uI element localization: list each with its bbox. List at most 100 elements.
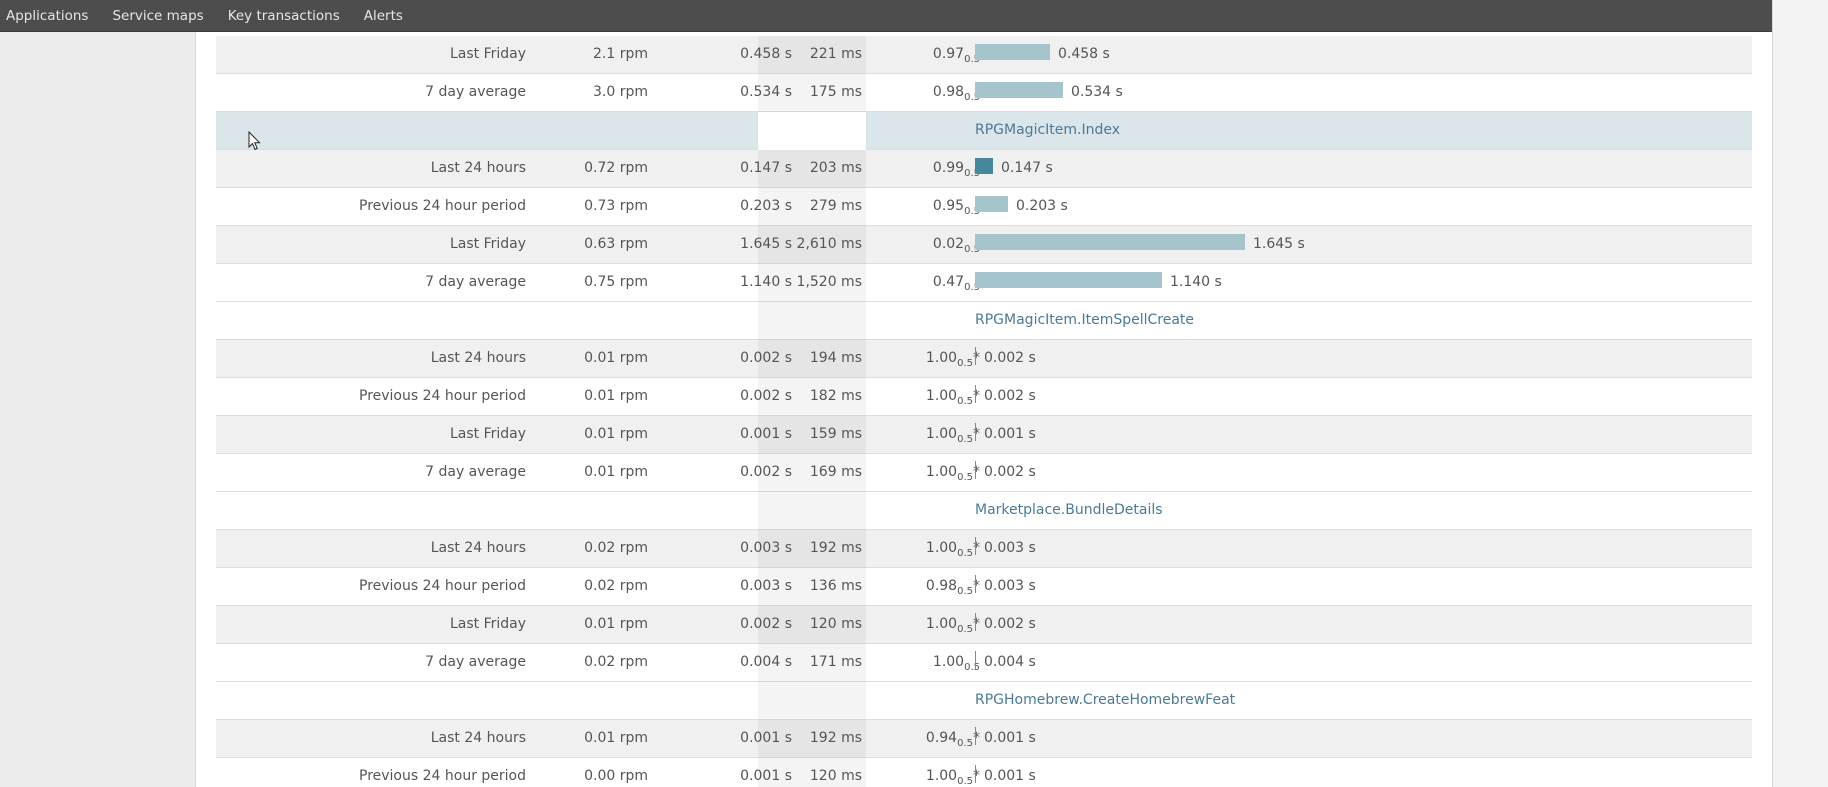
apdex-threshold: 0.5 xyxy=(957,358,973,369)
column-highlight xyxy=(758,264,866,302)
response-time-bar xyxy=(975,727,976,745)
ms-value: 136 ms xyxy=(809,578,862,594)
apdex-score: 0.990.5 xyxy=(876,150,980,187)
apdex-score: 0.970.5 xyxy=(876,36,980,73)
apdex-value: 1.00 xyxy=(925,426,958,442)
throughput-value: 0.00 rpm xyxy=(584,768,648,784)
apdex-value: 1.00 xyxy=(925,464,958,480)
transaction-group-row[interactable]: Marketplace.BundleDetails xyxy=(216,492,1752,530)
bar-label: 0.458 s xyxy=(1058,46,1110,62)
period-label: Previous 24 hour period xyxy=(359,578,526,594)
apdex-score: 1.000.5* xyxy=(876,606,980,643)
table-row: Previous 24 hour period 0.02 rpm 0.003 s 13… xyxy=(216,568,1752,606)
apdex-score: 0.020.5 xyxy=(876,226,980,263)
table-row: Last Friday 0.01 rpm 0.002 s 120 ms 1.000.5*… xyxy=(216,606,1752,644)
ms-value: 1,520 ms xyxy=(796,274,862,290)
throughput-value: 0.73 rpm xyxy=(584,198,648,214)
apdex-value: 0.95 xyxy=(932,198,965,214)
throughput-value: 0.01 rpm xyxy=(584,616,648,632)
period-label: 7 day average xyxy=(425,274,526,290)
ms-value: 279 ms xyxy=(809,198,862,214)
nav-item-alerts[interactable]: Alerts xyxy=(363,7,403,24)
ms-value: 159 ms xyxy=(809,426,862,442)
apdex-threshold: 0.5 xyxy=(964,282,980,293)
transaction-name-link[interactable]: RPGHomebrew.CreateHomebrewFeat xyxy=(975,692,1236,708)
nav-item-key-transactions[interactable]: Key transactions xyxy=(227,7,340,24)
bar-label: 0.002 s xyxy=(984,464,1036,480)
response-bar-cell: 0.534 s xyxy=(975,74,1735,111)
apdex-score: 0.940.5* xyxy=(876,720,980,757)
throughput-value: 0.63 rpm xyxy=(584,236,648,252)
apdex-value: 0.02 xyxy=(932,236,965,252)
ms-value: 221 ms xyxy=(809,46,862,62)
throughput-value: 3.0 rpm xyxy=(593,84,648,100)
response-bar-cell: 0.003 s xyxy=(975,530,1735,567)
response-time-value: 0.003 s xyxy=(740,578,792,594)
apdex-threshold: 0.5 xyxy=(957,548,973,559)
column-highlight xyxy=(758,530,866,568)
throughput-value: 0.01 rpm xyxy=(584,388,648,404)
response-bar-cell: 0.203 s xyxy=(975,188,1735,225)
table-row: 7 day average 3.0 rpm 0.534 s 175 ms 0.980.5… xyxy=(216,74,1752,112)
bar-label: 0.147 s xyxy=(1001,160,1053,176)
apdex-threshold: 0.5 xyxy=(957,472,973,483)
response-time-value: 0.004 s xyxy=(740,654,792,670)
transaction-group-row[interactable]: RPGMagicItem.ItemSpellCreate xyxy=(216,302,1752,340)
bar-label: 0.003 s xyxy=(984,540,1036,556)
ms-value: 192 ms xyxy=(809,540,862,556)
bar-label: 0.002 s xyxy=(984,388,1036,404)
apdex-threshold: 0.5 xyxy=(957,624,973,635)
apdex-value: 1.00 xyxy=(925,616,958,632)
transaction-name-link[interactable]: RPGMagicItem.ItemSpellCreate xyxy=(975,312,1195,328)
ms-value: 182 ms xyxy=(809,388,862,404)
ms-value: 171 ms xyxy=(809,654,862,670)
apdex-score: 0.470.5 xyxy=(876,264,980,301)
ms-value: 203 ms xyxy=(809,160,862,176)
apdex-threshold: 0.5 xyxy=(964,168,980,179)
apdex-threshold: 0.5 xyxy=(964,244,980,255)
table-row: Last Friday 0.01 rpm 0.001 s 159 ms 1.000.5*… xyxy=(216,416,1752,454)
bar-label: 0.001 s xyxy=(984,426,1036,442)
column-highlight xyxy=(758,112,866,150)
period-label: Last Friday xyxy=(449,236,526,252)
nav-item-service-maps[interactable]: Service maps xyxy=(112,7,204,24)
apdex-value: 1.00 xyxy=(925,350,958,366)
column-highlight xyxy=(758,36,866,74)
nav-item-applications[interactable]: Applications xyxy=(6,7,89,24)
period-label: 7 day average xyxy=(425,464,526,480)
apdex-score: 0.980.5 xyxy=(876,74,980,111)
mouse-cursor-icon xyxy=(248,131,261,151)
apdex-value: 0.97 xyxy=(932,46,965,62)
apdex-score: 1.000.5* xyxy=(876,340,980,377)
response-time-value: 1.645 s xyxy=(740,236,792,252)
bar-label: 0.203 s xyxy=(1016,198,1068,214)
transaction-name-link[interactable]: RPGMagicItem.Index xyxy=(975,122,1121,138)
response-time-bar xyxy=(975,196,1008,212)
throughput-value: 0.02 rpm xyxy=(584,654,648,670)
transaction-group-row[interactable]: RPGHomebrew.CreateHomebrewFeat xyxy=(216,682,1752,720)
response-time-bar xyxy=(975,575,976,593)
throughput-value: 2.1 rpm xyxy=(593,46,648,62)
throughput-value: 0.02 rpm xyxy=(584,540,648,556)
ms-value: 120 ms xyxy=(809,768,862,784)
apdex-score: 1.000.5* xyxy=(876,530,980,567)
apdex-score: 1.000.5* xyxy=(876,758,980,787)
ms-value: 2,610 ms xyxy=(796,236,862,252)
response-time-value: 0.001 s xyxy=(740,730,792,746)
apdex-value: 1.00 xyxy=(932,654,965,670)
apdex-star: * xyxy=(973,388,980,404)
response-time-value: 0.003 s xyxy=(740,540,792,556)
bar-label: 0.002 s xyxy=(984,616,1036,632)
period-label: Last Friday xyxy=(449,616,526,632)
response-time-value: 0.203 s xyxy=(740,198,792,214)
column-highlight xyxy=(758,454,866,492)
apdex-value: 1.00 xyxy=(925,768,958,784)
column-highlight xyxy=(758,150,866,188)
transaction-name-link[interactable]: Marketplace.BundleDetails xyxy=(975,502,1163,518)
table-row: Previous 24 hour period 0.00 rpm 0.001 s 12… xyxy=(216,758,1752,787)
apdex-value: 0.98 xyxy=(932,84,965,100)
response-time-value: 0.001 s xyxy=(740,426,792,442)
table-row: 7 day average 0.01 rpm 0.002 s 169 ms 1.000.… xyxy=(216,454,1752,492)
transaction-group-row[interactable]: RPGMagicItem.Index xyxy=(216,112,1752,150)
throughput-value: 0.01 rpm xyxy=(584,730,648,746)
